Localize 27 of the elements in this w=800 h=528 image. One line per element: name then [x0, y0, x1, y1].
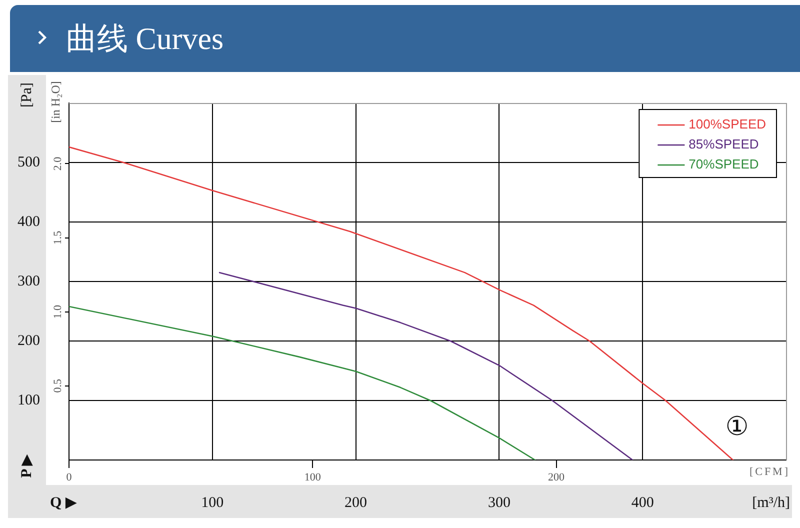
x2-tick-label: 200: [548, 471, 566, 484]
y2-tick-label: 1.0: [52, 304, 64, 319]
y-tick-label: 300: [18, 273, 40, 290]
y-axis-title: [Pa]: [18, 82, 35, 108]
legend-label: 70%SPEED: [688, 156, 759, 172]
annotation: ①: [725, 412, 749, 442]
x2-axis-title: [CFM]: [749, 466, 790, 478]
x2-tick-label: 0: [66, 471, 72, 484]
x-tick-label: 400: [631, 494, 654, 511]
x-axis-title: [m³/h]: [752, 494, 790, 511]
y2-tick-label: 1.5: [52, 230, 64, 245]
y-tick-label: 200: [18, 332, 40, 349]
x-tick-label: 200: [344, 494, 368, 511]
chart-title: 曲线 Curves: [66, 20, 224, 58]
y-tick-label: 400: [18, 214, 40, 230]
legend-label: 85%SPEED: [688, 136, 759, 152]
y-tick-label: 500: [18, 154, 40, 170]
y2-tick-label: 0.5: [52, 378, 64, 393]
x-tick-label: 100: [201, 494, 224, 511]
y2-tick-label: 2.0: [52, 156, 64, 171]
y-tick-label: 100: [18, 392, 40, 408]
x-tick-label: 300: [488, 494, 510, 511]
y2-axis-title: [in H₂O]: [48, 81, 63, 123]
text: Q ▶: [50, 494, 78, 511]
text: P ▶: [18, 454, 35, 478]
legend-label: 100%SPEED: [688, 116, 766, 132]
x2-tick-label: 100: [304, 471, 322, 484]
